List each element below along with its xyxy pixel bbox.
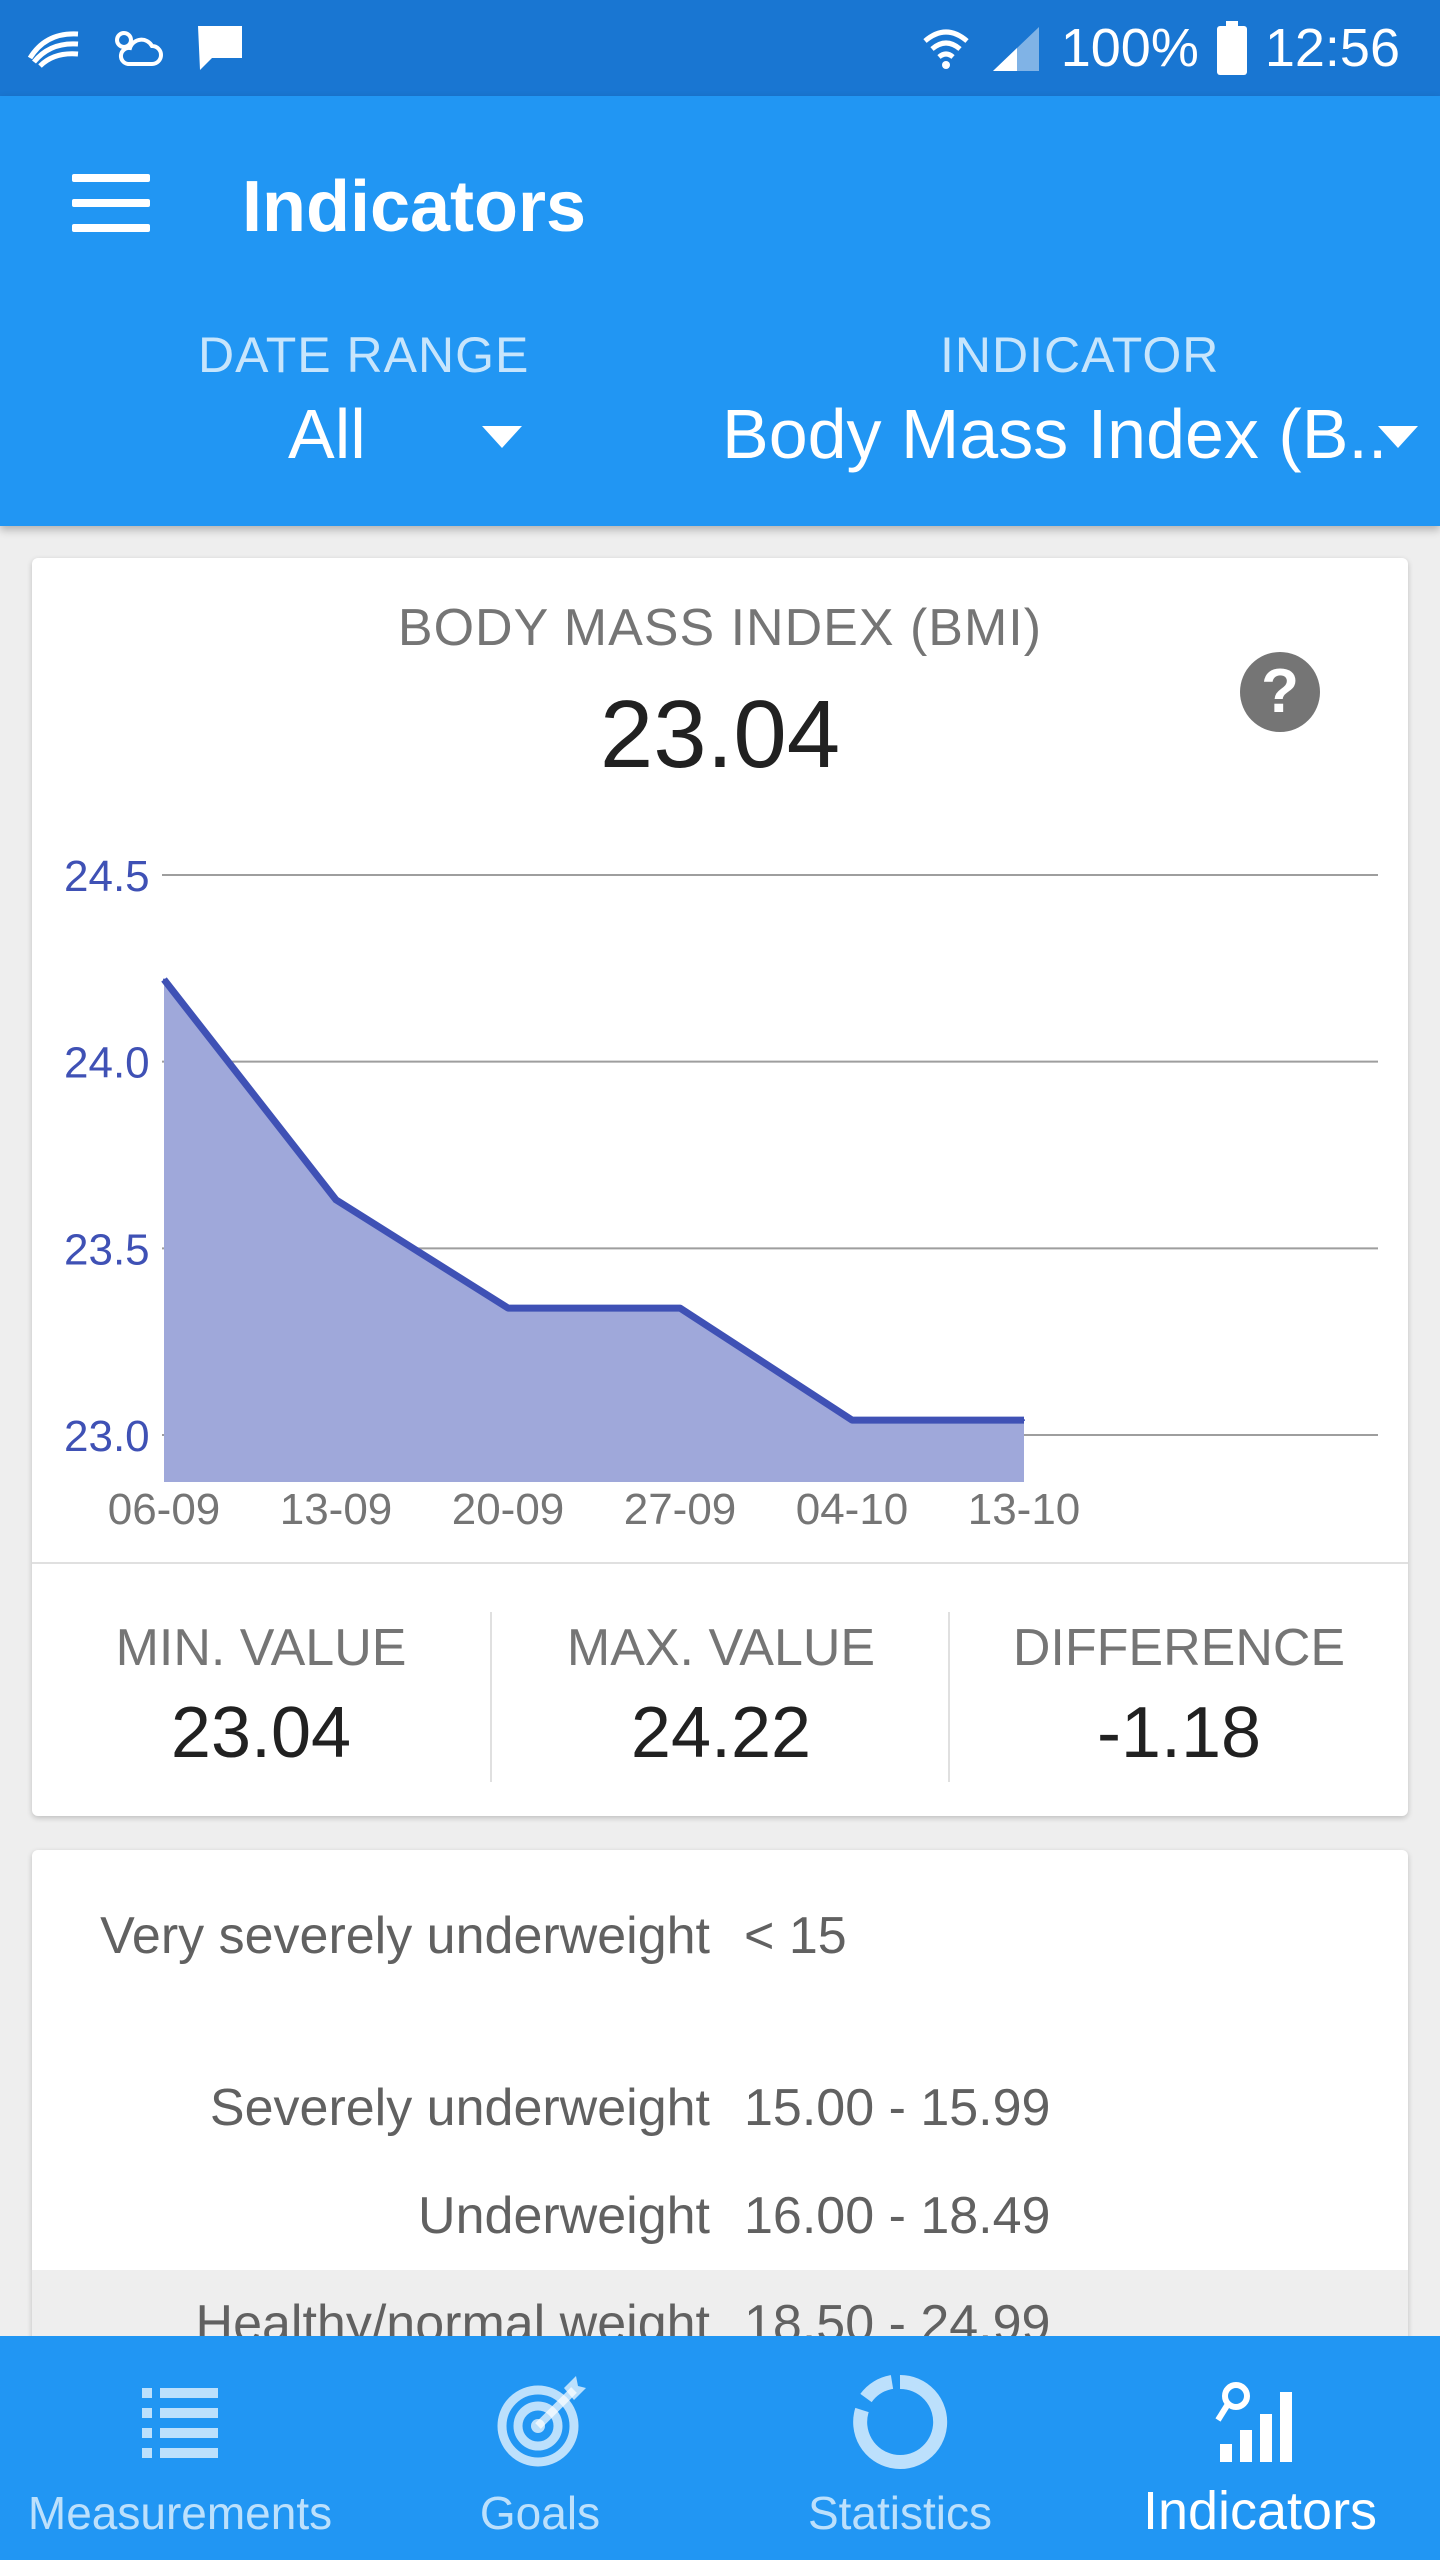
data-point	[163, 978, 165, 981]
page-title: Indicators	[242, 167, 587, 247]
indicator-card: BODY MASS INDEX (BMI) 23.04 ? 24.5 24.0 23…	[32, 558, 1408, 1816]
data-point	[679, 1307, 681, 1310]
donut-icon	[853, 2374, 948, 2469]
range-value: 15.00 - 15.99	[744, 2079, 1051, 2137]
nav-label: Goals	[479, 2487, 601, 2539]
x-tick-label: 27-09	[624, 1485, 737, 1534]
signal-chart-icon	[1215, 2382, 1292, 2462]
x-tick-label: 06-09	[108, 1485, 221, 1534]
range-row: Underweight 16.00 - 18.49	[32, 2184, 1408, 2254]
stat-max-value: 24.22	[630, 1693, 812, 1773]
message-icon	[198, 26, 242, 70]
y-tick-label: 23.0	[64, 1412, 150, 1461]
stat-min: MIN. VALUE 23.04	[32, 1618, 490, 1774]
stat-difference-label: DIFFERENCE	[1012, 1619, 1346, 1677]
target-icon	[497, 2376, 586, 2467]
battery-icon	[1216, 21, 1247, 75]
list-icon	[142, 2388, 218, 2458]
stat-difference-value: -1.18	[1096, 1693, 1262, 1773]
nav-label: Statistics	[807, 2487, 993, 2539]
divider	[32, 1562, 1408, 1564]
indicator-selector[interactable]: INDICATOR Body Mass Index (B..	[720, 326, 1440, 506]
app-bar: Indicators DATE RANGE All INDICATOR Body…	[0, 96, 1440, 526]
data-point	[335, 1198, 337, 1201]
chart-area	[164, 979, 1024, 1482]
menu-icon-line	[72, 224, 150, 232]
x-tick-label: 13-10	[968, 1485, 1081, 1534]
menu-icon-line	[72, 199, 150, 207]
stat-min-label: MIN. VALUE	[115, 1619, 407, 1677]
indicator-current-value: 23.04	[599, 681, 841, 788]
stat-difference: DIFFERENCE -1.18	[950, 1618, 1408, 1774]
bmi-chart: 24.5 24.0 23.5 23.0 06-09 13-09 20-09 27-09 04-1…	[64, 852, 1378, 1534]
weather-icon	[115, 31, 163, 66]
range-name: Very severely underweight	[100, 1907, 710, 1965]
swiftkey-icon	[27, 31, 79, 68]
bottom-navigation: Measurements Goals Statistics	[0, 2336, 1440, 2560]
wifi-icon	[923, 29, 969, 69]
clock: 12:56	[1264, 18, 1400, 78]
nav-label: Indicators	[1142, 2481, 1378, 2541]
y-tick-label: 23.5	[64, 1225, 150, 1274]
range-name: Underweight	[418, 2187, 710, 2245]
data-point	[507, 1307, 509, 1310]
chart-line	[161, 977, 1024, 1424]
date-range-value: All	[288, 395, 366, 473]
y-tick-label: 24.5	[64, 852, 150, 901]
status-bar: 100% 12:56	[0, 0, 1440, 96]
data-point	[1023, 1419, 1025, 1422]
nav-label: Measurements	[27, 2487, 333, 2539]
indicator-value: Body Mass Index (B..	[722, 395, 1388, 473]
nav-goals[interactable]: Goals	[360, 2336, 720, 2560]
dropdown-arrow-icon	[1378, 426, 1418, 448]
nav-statistics[interactable]: Statistics	[720, 2336, 1080, 2560]
range-row: Severely underweight 15.00 - 15.99	[32, 2076, 1408, 2146]
x-tick-label: 04-10	[796, 1485, 909, 1534]
indicator-caption: INDICATOR	[940, 327, 1220, 383]
stat-max: MAX. VALUE 24.22	[492, 1618, 950, 1774]
stat-min-value: 23.04	[170, 1693, 352, 1773]
date-range-selector[interactable]: DATE RANGE All	[160, 326, 720, 506]
range-value: < 15	[744, 1907, 847, 1965]
menu-button[interactable]	[72, 174, 150, 234]
divider	[948, 1612, 950, 1782]
data-point	[851, 1419, 853, 1422]
menu-icon	[72, 174, 150, 182]
x-tick-label: 20-09	[452, 1485, 565, 1534]
dropdown-arrow-icon	[482, 426, 522, 448]
nav-measurements[interactable]: Measurements	[0, 2336, 360, 2560]
indicator-name: BODY MASS INDEX (BMI)	[397, 599, 1043, 657]
range-value: 16.00 - 18.49	[744, 2187, 1051, 2245]
range-row: Very severely underweight < 15	[32, 1904, 1408, 2034]
nav-indicators[interactable]: Indicators	[1080, 2336, 1440, 2560]
range-name: Severely underweight	[209, 2079, 710, 2137]
y-tick-label: 24.0	[64, 1039, 150, 1088]
stat-max-label: MAX. VALUE	[566, 1619, 876, 1677]
help-icon[interactable]: ?	[1240, 652, 1320, 732]
signal-icon	[992, 27, 1039, 71]
battery-percent: 100%	[1060, 18, 1199, 78]
date-range-caption: DATE RANGE	[198, 327, 530, 383]
x-tick-label: 13-09	[280, 1485, 393, 1534]
divider	[490, 1612, 492, 1782]
